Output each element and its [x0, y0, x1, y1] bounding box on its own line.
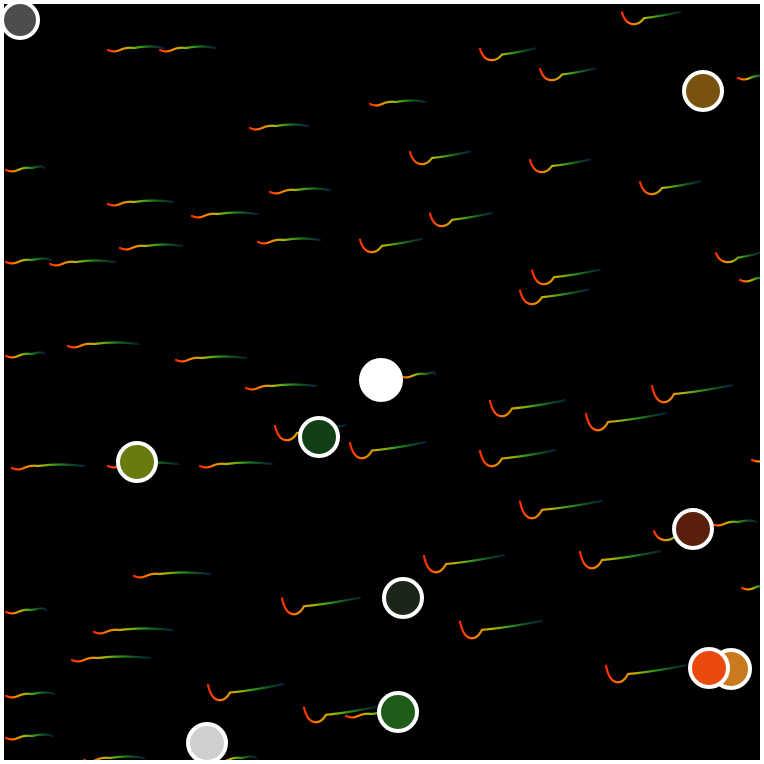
- motion-trail: [368, 99, 427, 107]
- motion-trail: [638, 180, 702, 196]
- marker-maroon[interactable]: [672, 508, 714, 550]
- motion-trail: [408, 150, 472, 166]
- motion-trail: [478, 47, 537, 62]
- motion-trail: [650, 384, 734, 404]
- motion-trail: [174, 355, 248, 363]
- motion-trail: [518, 499, 604, 520]
- motion-trail: [92, 627, 174, 635]
- marker-forest-green[interactable]: [377, 691, 419, 733]
- motion-trail: [190, 211, 259, 219]
- motion-trail: [280, 596, 362, 616]
- motion-trail: [348, 441, 427, 460]
- motion-trail: [518, 288, 590, 306]
- motion-trail: [10, 463, 86, 471]
- marker-gray-dark[interactable]: [0, 0, 40, 40]
- motion-trail: [358, 237, 424, 254]
- marker-orange[interactable]: [688, 647, 730, 689]
- marker-brown-olive[interactable]: [682, 70, 724, 112]
- motion-trail: [70, 655, 152, 663]
- motion-trail: [4, 607, 48, 615]
- motion-trail: [584, 412, 668, 432]
- motion-trail: [106, 45, 165, 53]
- motion-trail: [604, 664, 688, 684]
- motion-trail: [132, 571, 212, 579]
- motion-trail: [198, 461, 274, 469]
- marker-white[interactable]: [359, 358, 403, 402]
- marker-olive[interactable]: [116, 441, 158, 483]
- motion-trail: [4, 733, 54, 741]
- motion-trail: [244, 383, 318, 391]
- motion-trail: [750, 456, 764, 463]
- motion-trail: [538, 67, 597, 82]
- motion-trail: [206, 683, 285, 702]
- motion-trail: [4, 165, 46, 173]
- motion-trail: [398, 371, 437, 379]
- motion-trail: [620, 10, 682, 26]
- motion-trail: [714, 251, 762, 264]
- motion-trail: [158, 45, 217, 53]
- motion-trail: [738, 275, 764, 283]
- motion-trail: [256, 237, 322, 245]
- trail-layer: [4, 10, 764, 763]
- motion-trail: [4, 691, 56, 699]
- motion-trail: [268, 187, 332, 195]
- motion-trail: [710, 519, 758, 527]
- motion-trail: [248, 123, 310, 131]
- motion-trail: [422, 554, 506, 574]
- motion-trail: [488, 399, 567, 418]
- motion-trail: [66, 341, 140, 349]
- motion-trail: [478, 449, 557, 468]
- motion-trail: [458, 619, 544, 640]
- motion-trail: [106, 199, 175, 207]
- motion-trail: [528, 158, 592, 174]
- motion-trail: [530, 268, 602, 286]
- motion-trail: [428, 211, 494, 228]
- motion-trail: [48, 259, 117, 267]
- motion-trail: [578, 550, 662, 570]
- motion-trail: [4, 351, 46, 359]
- motion-trail: [302, 705, 378, 724]
- motion-trail: [4, 257, 53, 265]
- marker-dark-green-1[interactable]: [298, 416, 340, 458]
- motion-trail: [118, 243, 184, 251]
- motion-trail: [736, 73, 764, 81]
- marker-charcoal-green[interactable]: [382, 577, 424, 619]
- marker-light-gray[interactable]: [186, 722, 228, 764]
